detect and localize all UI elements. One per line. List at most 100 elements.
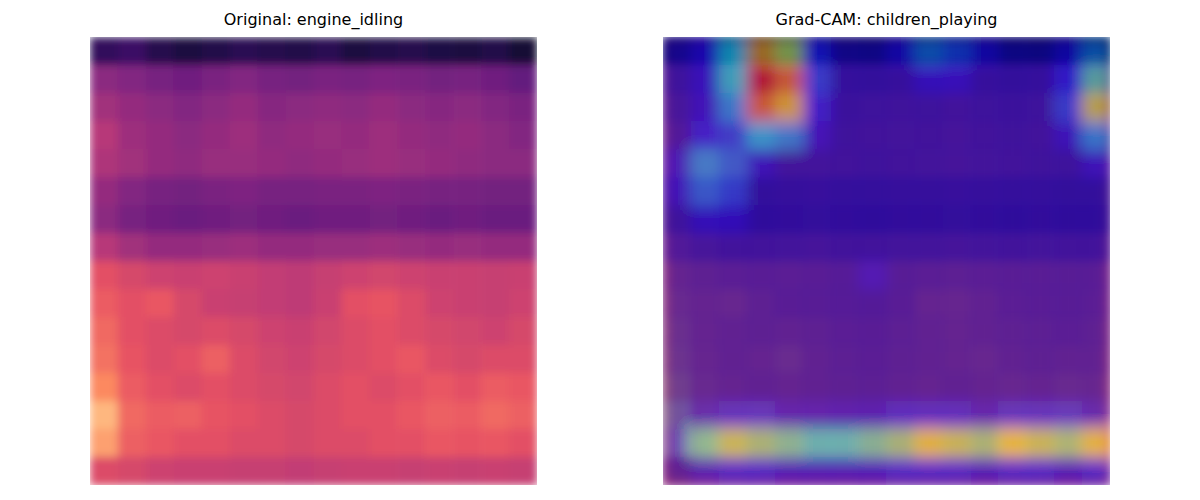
heatmap-cell (803, 289, 832, 318)
heatmap-cell (691, 345, 720, 374)
heatmap-cell (719, 373, 748, 402)
heatmap-cell (998, 429, 1027, 458)
heatmap-cell (691, 289, 720, 318)
heatmap-cell (775, 93, 804, 122)
heatmap-cell (202, 345, 231, 374)
heatmap-cell (230, 121, 259, 150)
heatmap-cell (775, 149, 804, 178)
panel (663, 37, 1111, 486)
heatmap-cell (998, 37, 1027, 66)
heatmap-cell (174, 429, 203, 458)
heatmap-cell (146, 345, 175, 374)
heatmap-cell (509, 289, 537, 318)
heatmap-cell (831, 93, 860, 122)
heatmap-cell (1026, 177, 1055, 206)
heatmap-cell (1026, 205, 1055, 234)
heatmap-cell (509, 233, 537, 262)
heatmap-cell (998, 317, 1027, 346)
heatmap-cell (803, 149, 832, 178)
heatmap-cell (914, 233, 943, 262)
heatmap-cell (998, 373, 1027, 402)
heatmap-cell (775, 261, 804, 290)
heatmap-cell (914, 457, 943, 485)
heatmap-cell (1026, 345, 1055, 374)
heatmap-cell (887, 205, 916, 234)
heatmap-cell (998, 457, 1027, 485)
heatmap-cell (747, 177, 776, 206)
heatmap-cell (1082, 373, 1110, 402)
heatmap-cell (663, 233, 692, 262)
heatmap-cell (1082, 121, 1110, 150)
heatmap-cell (998, 289, 1027, 318)
heatmap-cell (747, 37, 776, 66)
heatmap-cell (258, 457, 287, 485)
heatmap-cell (202, 373, 231, 402)
heatmap-cell (859, 289, 888, 318)
heatmap-cell (831, 121, 860, 150)
heatmap-cell (397, 65, 426, 94)
heatmap-cell (146, 457, 175, 485)
heatmap-cell (258, 149, 287, 178)
heatmap-cell (369, 261, 398, 290)
heatmap-cell (887, 429, 916, 458)
heatmap-cell (831, 121, 860, 150)
heatmap-cell (202, 149, 231, 178)
heatmap-cell (859, 345, 888, 374)
heatmap-cell (914, 345, 943, 374)
heatmap-cell (258, 373, 287, 402)
heatmap-cell (1026, 37, 1055, 66)
heatmap-cell (747, 37, 776, 66)
heatmap-cell (942, 177, 971, 206)
heatmap-cell (314, 261, 343, 290)
heatmap-cell (719, 93, 748, 122)
heatmap-cell (258, 345, 287, 374)
heatmap-cell (202, 233, 231, 262)
heatmap-cell (747, 345, 776, 374)
heatmap-cell (481, 457, 510, 485)
heatmap-cell (90, 401, 119, 430)
heatmap-cell (509, 457, 537, 485)
heatmap-cell (887, 401, 916, 430)
heatmap-cell (859, 429, 888, 458)
heatmap-cell (942, 149, 971, 178)
heatmap-cell (803, 261, 832, 290)
heatmap-cell (1082, 65, 1110, 94)
heatmap-cell (146, 261, 175, 290)
heatmap-cell (118, 177, 147, 206)
heatmap-cell (691, 177, 720, 206)
heatmap-cell (747, 261, 776, 290)
heatmap-cell (663, 121, 692, 150)
heatmap-cell (942, 93, 971, 122)
heatmap-cell (942, 289, 971, 318)
heatmap-cell (1026, 37, 1055, 66)
heatmap-cell (914, 205, 943, 234)
heatmap-cell (803, 93, 832, 122)
heatmap-cell (397, 233, 426, 262)
heatmap-cell (230, 457, 259, 485)
heatmap-cell (803, 429, 832, 458)
heatmap-cell (747, 205, 776, 234)
heatmap-cell (691, 457, 720, 485)
heatmap-cell (481, 429, 510, 458)
heatmap-cell (1054, 205, 1083, 234)
heatmap-cell (1026, 345, 1055, 374)
heatmap-cell (1082, 261, 1110, 290)
heatmap-cell (1026, 233, 1055, 262)
heatmap-cell (970, 289, 999, 318)
heatmap-cell (286, 37, 315, 66)
heatmap-cell (314, 65, 343, 94)
heatmap-cell (286, 177, 315, 206)
heatmap-cell (747, 93, 776, 122)
heatmap-cell (453, 289, 482, 318)
heatmap-cell (369, 373, 398, 402)
heatmap-cell (1054, 429, 1083, 458)
heatmap-cell (887, 121, 916, 150)
heatmap-cell (314, 317, 343, 346)
heatmap-cell (1082, 233, 1110, 262)
heatmap-cell (970, 233, 999, 262)
heatmap-cell (998, 93, 1027, 122)
heatmap-cell (146, 373, 175, 402)
heatmap-cell (914, 457, 943, 485)
heatmap-cell (747, 177, 776, 206)
heatmap-cell (859, 345, 888, 374)
